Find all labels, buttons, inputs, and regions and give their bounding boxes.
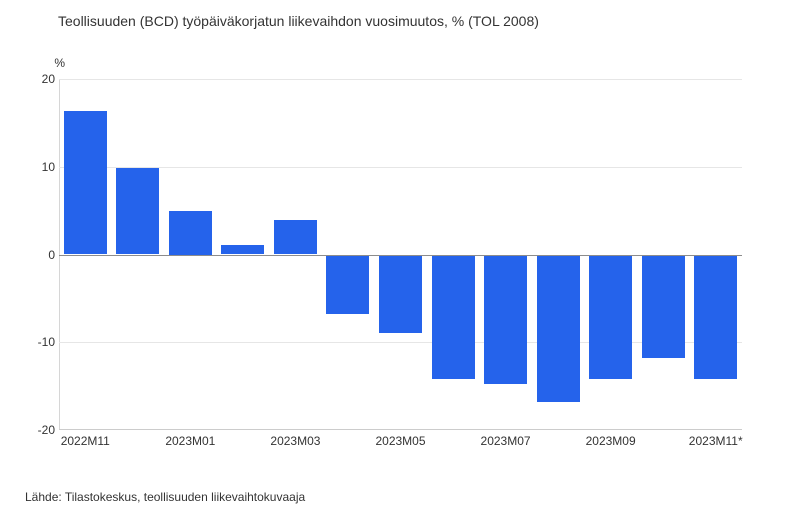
x-tick-label-2023M07: 2023M07 — [480, 434, 531, 448]
bar-2023M02[interactable] — [221, 244, 265, 255]
source-text: Lähde: Tilastokeskus, teollisuuden liike… — [25, 490, 306, 504]
bar-2023M10[interactable] — [641, 255, 685, 359]
x-tick-label-2023M11: 2023M11* — [688, 434, 743, 448]
bar-2023M04[interactable] — [326, 255, 370, 315]
gridline-10 — [59, 166, 742, 168]
bar-2023M05[interactable] — [379, 255, 422, 333]
bar-2022M12[interactable] — [116, 167, 160, 255]
x-tick-label-2023M05: 2023M05 — [375, 434, 426, 448]
x-tick-label-2023M03: 2023M03 — [270, 434, 321, 448]
gridline--10 — [59, 342, 742, 344]
bar-2023M07[interactable] — [484, 255, 528, 385]
x-tick-label-2023M09: 2023M09 — [585, 434, 636, 448]
y-axis-unit-label: % — [54, 56, 65, 70]
zero-line — [59, 254, 742, 256]
bar-2023M03[interactable] — [273, 220, 317, 255]
bar-2023M01[interactable] — [168, 210, 212, 255]
y-tick-label-0: 0 — [48, 247, 55, 262]
x-tick-label-2023M01: 2023M01 — [165, 434, 216, 448]
plot-area — [59, 79, 742, 430]
y-tick-label-20: 20 — [41, 72, 55, 86]
bar-2023M06[interactable] — [431, 255, 475, 380]
bar-2022M11[interactable] — [63, 111, 107, 255]
bar-2023M09[interactable] — [589, 255, 633, 380]
bar-2023M08[interactable] — [536, 255, 580, 403]
y-tick-label--20: -20 — [37, 423, 55, 437]
bar-2023M11*[interactable] — [694, 255, 738, 380]
y-tick-label--10: -10 — [37, 335, 55, 350]
gridline-20 — [59, 79, 742, 80]
x-axis-line — [59, 429, 742, 430]
chart-title: Teollisuuden (BCD) työpäiväkorjatun liik… — [58, 13, 539, 29]
x-tick-label-2022M11: 2022M11 — [60, 434, 110, 448]
y-tick-label-10: 10 — [41, 159, 55, 174]
